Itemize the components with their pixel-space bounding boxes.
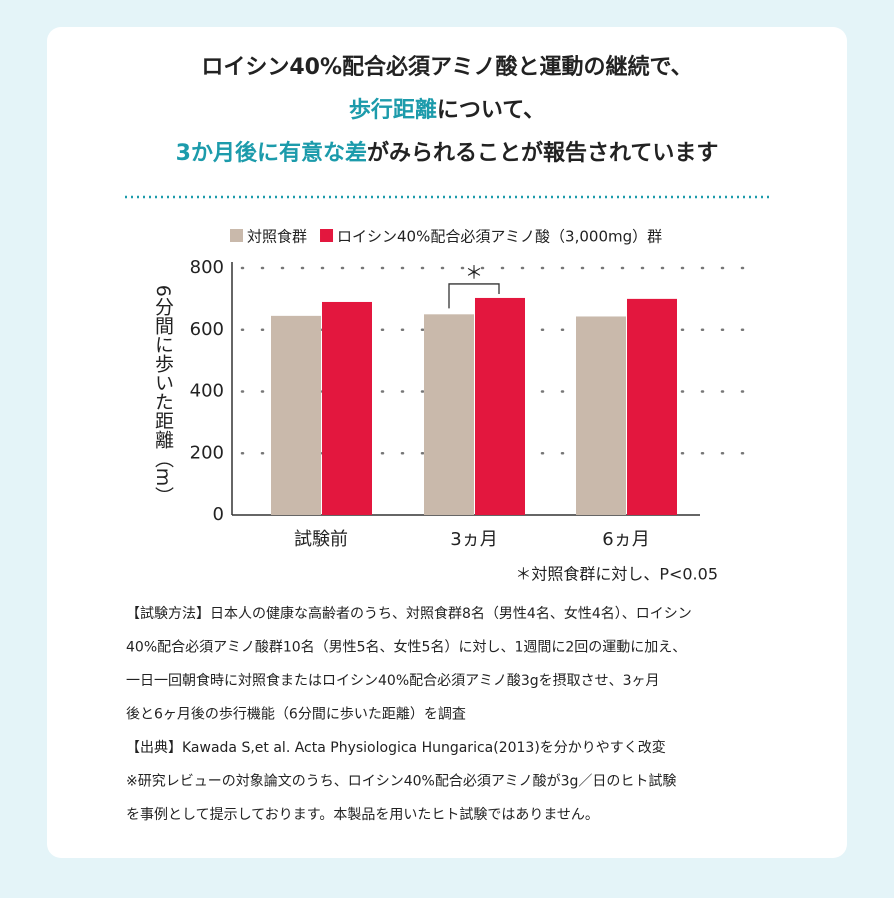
y-tick-label: 800 [190,257,224,278]
footnote: ＊対照食群に対し、P<0.05 [515,565,718,584]
y-axis-label: 6分間に歩いた距離（m） [152,285,174,506]
bar [322,301,372,515]
x-tick-label: 試験前 [294,529,348,550]
significance-mark: ＊ [465,263,483,284]
y-tick-label: 0 [213,504,224,525]
significance-bracket [448,283,500,309]
bar [627,298,677,515]
header-segment: 歩行距離 [349,97,437,123]
header-segment: ロイシン40%配合必須アミノ酸と運動の継続で、 [201,54,692,80]
x-tick-label: 3ヵ月 [450,529,497,550]
note-line: 【出典】Kawada S,et al. Acta Physiologica Hu… [126,739,666,756]
header-segment: について、 [437,98,545,123]
legend-swatch [230,229,243,242]
bar [271,315,321,515]
header-segment: がみられることが報告されています [367,140,718,166]
header-segment: 3か月後に有意な差 [176,140,367,166]
legend-swatch [320,229,334,242]
bar [475,297,525,515]
note-line: 一日一回朝食時に対照食またはロイシン40%配合必須アミノ酸3gを摂取させ、3ヶ月 [126,672,660,689]
bar [424,314,474,515]
x-tick-label: 6ヵ月 [602,529,649,550]
y-tick-label: 400 [190,381,224,402]
bar [576,316,626,515]
legend-label: ロイシン40%配合必須アミノ酸（3,000mg）群 [337,228,662,246]
note-line: 【試験方法】日本人の健康な高齢者のうち、対照食群8名（男性4名、女性4名）、ロイ… [126,605,692,622]
header-line: ロイシン40%配合必須アミノ酸と運動の継続で、 [201,54,692,80]
note-line: を事例として提示しております。本製品を用いたヒト試験ではありません。 [126,807,599,823]
legend-label: 対照食群 [247,228,307,246]
note-line: 40%配合必須アミノ酸群10名（男性5名、女性5名）に対し、1週間に2回の運動に… [126,639,686,656]
header-line: 3か月後に有意な差がみられることが報告されています [176,140,719,166]
note-line: 後と6ヶ月後の歩行機能（6分間に歩いた距離）を調査 [126,706,466,723]
y-tick-label: 600 [190,319,224,340]
note-line: ※研究レビューの対象論文のうち、ロイシン40%配合必須アミノ酸が3g／日のヒト試… [126,774,676,790]
y-tick-label: 200 [190,442,224,463]
header-line: 歩行距離について、 [349,97,545,123]
